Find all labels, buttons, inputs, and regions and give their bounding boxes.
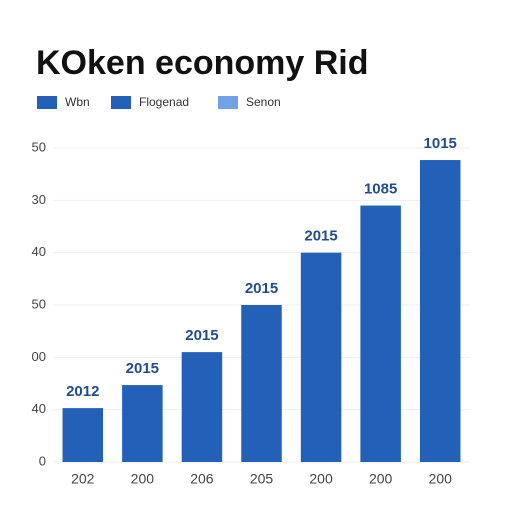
- legend-label: Flogenad: [139, 95, 189, 109]
- bar: [181, 352, 223, 462]
- x-tick-label: 206: [190, 471, 214, 487]
- y-tick-label: 0: [39, 453, 46, 468]
- legend-label: Wbn: [65, 95, 90, 109]
- bar: [300, 252, 342, 462]
- y-tick-label: 50: [32, 139, 46, 154]
- annotation: 2015: [304, 228, 337, 245]
- chart-title: KOken economy Rid: [36, 44, 369, 82]
- annotation: 2012: [66, 383, 99, 400]
- y-tick-label: 00: [32, 349, 46, 364]
- annotation: 1015: [424, 135, 457, 152]
- x-tick-label: 200: [131, 471, 155, 487]
- bar: [241, 305, 282, 462]
- bar: [419, 160, 461, 462]
- annotation: 1085: [364, 181, 397, 198]
- x-tick-label: 200: [369, 471, 393, 487]
- y-tick-label: 50: [32, 296, 46, 311]
- legend-swatch: [37, 96, 57, 109]
- bar: [122, 385, 163, 462]
- y-tick-label: 30: [32, 192, 46, 207]
- x-tick-label: 200: [429, 471, 453, 487]
- legend-swatch: [218, 96, 238, 109]
- legend-label: Senon: [246, 95, 281, 109]
- annotation: 2015: [245, 280, 278, 297]
- x-tick-label: 200: [309, 471, 333, 487]
- annotation: 2015: [185, 327, 218, 344]
- y-tick-label: 40: [32, 401, 46, 416]
- x-tick-label: 205: [250, 471, 274, 487]
- x-tick-label: 202: [71, 471, 95, 487]
- legend-swatch: [111, 96, 131, 109]
- bar: [62, 408, 104, 462]
- bar: [360, 205, 401, 463]
- annotation: 2015: [126, 360, 159, 377]
- y-tick-label: 40: [32, 244, 46, 259]
